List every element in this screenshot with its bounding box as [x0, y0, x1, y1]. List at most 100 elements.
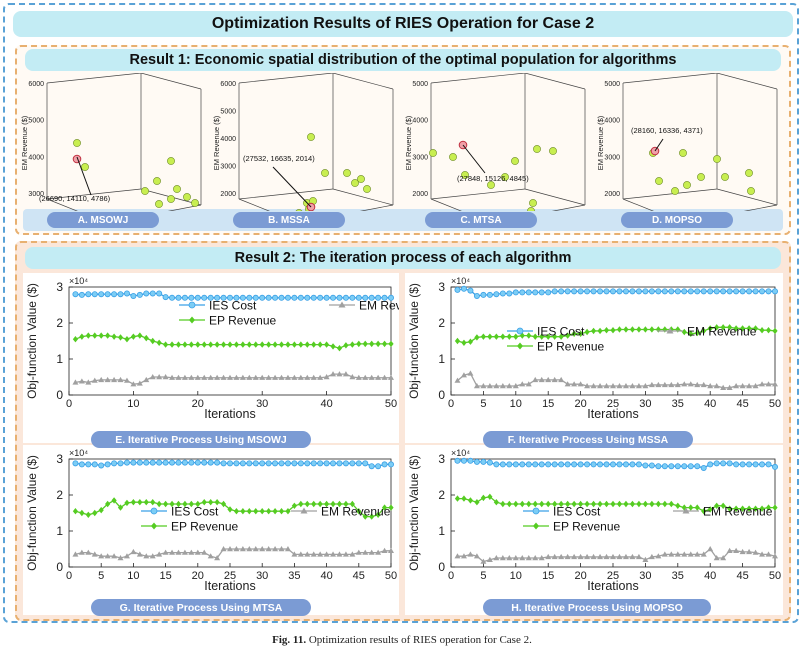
series-point — [162, 374, 169, 380]
series-point — [227, 546, 233, 552]
series-point — [752, 288, 759, 295]
series-point — [259, 546, 266, 552]
cube-edge — [140, 73, 202, 90]
cube-edge — [46, 198, 78, 211]
series-point — [759, 327, 765, 334]
panel-label-e: E. Iterative Process Using MSOWJ — [91, 431, 311, 448]
series-point — [356, 508, 362, 515]
series-point — [163, 500, 169, 508]
series-point — [111, 291, 118, 298]
series-point — [635, 461, 642, 468]
scatter-point — [321, 169, 329, 177]
x-tick-label: 35 — [672, 398, 684, 410]
series-point — [486, 383, 493, 389]
series-point — [98, 462, 105, 469]
series-point — [143, 499, 149, 506]
series-point — [545, 289, 552, 296]
series-point — [473, 383, 480, 389]
series-point — [772, 327, 778, 335]
series-point — [284, 374, 291, 380]
series-point — [246, 508, 252, 515]
series-point — [162, 549, 169, 555]
scatter-point — [501, 173, 509, 181]
legend-label: EM Revenue — [321, 505, 391, 519]
series-point — [369, 513, 375, 520]
series-point — [304, 500, 310, 508]
series-point — [104, 553, 111, 559]
series-point — [233, 460, 240, 467]
series-point — [538, 289, 545, 296]
series-point — [519, 289, 526, 296]
series-point — [220, 341, 227, 348]
series-point — [272, 546, 279, 552]
series-point — [297, 460, 304, 467]
annotation-arrow — [654, 138, 664, 152]
series-point — [694, 381, 701, 388]
legend-marker — [666, 327, 674, 334]
series-point — [733, 461, 740, 468]
series-point — [317, 341, 323, 348]
series-point — [642, 288, 649, 295]
series-point — [252, 374, 259, 380]
series-point — [317, 500, 323, 508]
cube-edge — [46, 73, 142, 84]
series-point — [362, 374, 369, 380]
y-tick-label: 0 — [438, 560, 445, 574]
legend-label: EP Revenue — [171, 520, 238, 534]
series-point — [175, 459, 182, 466]
legend-label: IES Cost — [553, 505, 601, 519]
series-point — [597, 383, 604, 389]
series-point — [123, 459, 130, 466]
series-point — [493, 291, 500, 298]
series-point — [149, 290, 156, 297]
series-point — [714, 324, 720, 331]
x-tick-label: 50 — [385, 570, 397, 582]
series-point — [137, 499, 143, 506]
series-point — [362, 549, 369, 555]
series-point — [655, 463, 662, 470]
series-point — [130, 333, 136, 340]
series-point — [720, 324, 726, 331]
series-point — [156, 500, 162, 508]
y-tick-label: 3 — [438, 452, 445, 466]
cube-edge — [430, 73, 526, 84]
x-axis-label: Iterations — [587, 579, 638, 593]
series-point — [207, 553, 214, 559]
series-point — [143, 553, 150, 559]
series-point — [387, 294, 394, 301]
series-point — [759, 505, 765, 512]
series-point — [525, 555, 532, 561]
scatter-point — [167, 195, 175, 203]
series-point — [284, 294, 291, 301]
series-point — [661, 463, 668, 470]
panel-label-c: C. MTSA — [425, 212, 537, 228]
series-point — [297, 294, 304, 301]
series-point — [259, 294, 266, 301]
series-point — [137, 332, 143, 339]
series-point — [688, 504, 694, 511]
series-point — [752, 461, 759, 468]
cube-edge — [332, 188, 394, 206]
series-point — [304, 341, 310, 348]
series-point — [298, 341, 304, 348]
z-tick-label: 3000 — [412, 154, 428, 161]
series-point — [297, 551, 304, 557]
x-tick-label: 20 — [574, 398, 586, 410]
series-point — [648, 462, 655, 469]
series-point — [519, 461, 526, 468]
series-point — [493, 461, 500, 468]
series-point — [310, 551, 317, 557]
scatter-point — [655, 177, 663, 185]
y-tick-label: 2 — [56, 316, 63, 330]
y-axis-label: Obj-function Value ($) — [25, 283, 39, 399]
series-point — [342, 460, 349, 467]
series-point — [661, 381, 668, 388]
series-point — [506, 383, 513, 389]
series-point — [752, 505, 759, 512]
series-point — [304, 551, 311, 557]
series-point — [687, 551, 694, 557]
x-axis-label: Iterations — [204, 579, 255, 593]
series-point — [493, 333, 499, 340]
series-point — [72, 379, 79, 385]
scatter-point — [153, 177, 161, 185]
